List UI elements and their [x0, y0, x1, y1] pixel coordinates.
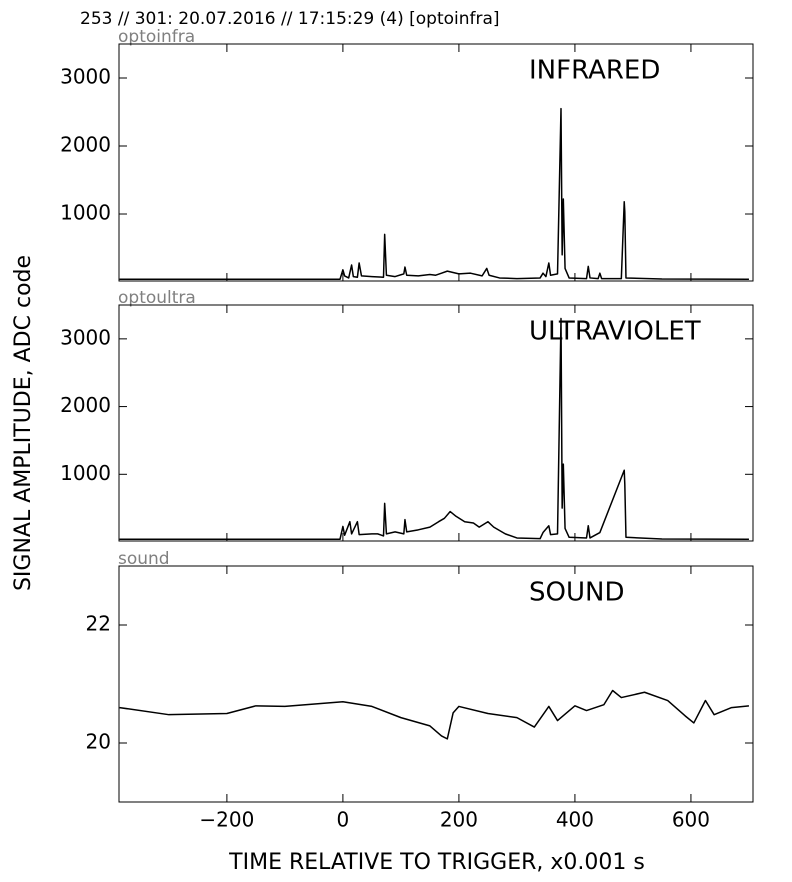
x-tick-label: 200 [440, 808, 478, 832]
figure-title: 253 // 301: 20.07.2016 // 17:15:29 (4) [… [80, 9, 500, 29]
annotation: INFRARED [529, 56, 660, 86]
y-tick-label: 20 [86, 730, 111, 754]
y-tick-label: 3000 [60, 325, 111, 349]
y-tick-label: 1000 [60, 201, 111, 225]
y-tick-label: 3000 [60, 65, 111, 89]
y-tick-label: 2000 [60, 393, 111, 417]
plot-frame [118, 565, 754, 803]
panel-label: optoultra [118, 288, 196, 308]
x-tick-label: −200 [199, 808, 254, 832]
annotation: ULTRAVIOLET [529, 317, 701, 347]
plot-frame [118, 43, 754, 282]
y-tick-label: 1000 [60, 461, 111, 485]
x-tick-label: 600 [672, 808, 710, 832]
annotation: SOUND [529, 578, 624, 608]
y-tick-label: 22 [86, 612, 111, 636]
x-tick-label: 0 [337, 808, 350, 832]
y-tick-label: 2000 [60, 133, 111, 157]
x-tick-label: 400 [556, 808, 594, 832]
plot-frame [118, 304, 754, 542]
panel-label: sound [118, 549, 170, 569]
x-axis-label: TIME RELATIVE TO TRIGGER, x0.001 s [228, 850, 645, 875]
data-line [119, 689, 750, 740]
data-line [119, 107, 749, 281]
y-axis-label: SIGNAL AMPLITUDE, ADC code [11, 255, 36, 591]
panel-label: optoinfra [118, 27, 195, 47]
data-line [119, 317, 749, 541]
